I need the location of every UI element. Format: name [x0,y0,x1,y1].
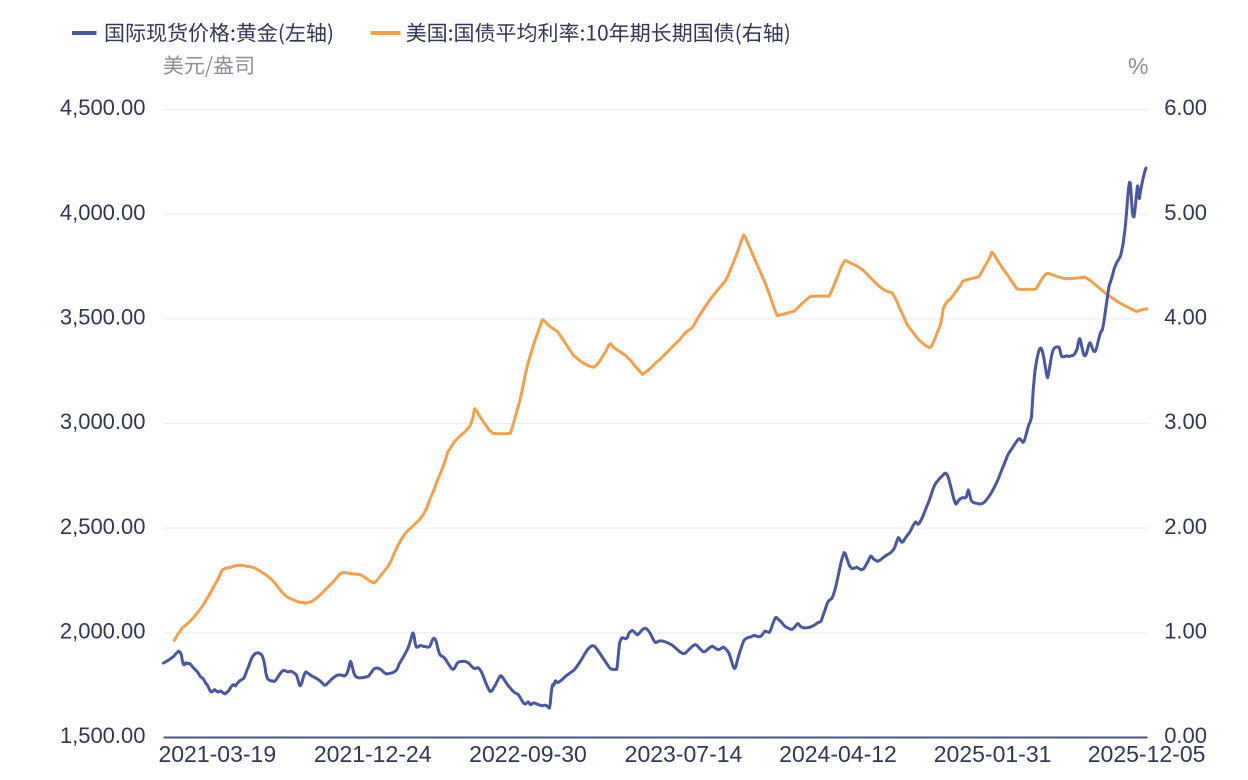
svg-text:6.00: 6.00 [1164,95,1207,120]
svg-text:3.00: 3.00 [1164,409,1207,434]
svg-text:5.00: 5.00 [1164,200,1207,225]
svg-text:1,500.00: 1,500.00 [60,723,146,748]
svg-text:2,500.00: 2,500.00 [60,514,146,539]
svg-text:2023-07-14: 2023-07-14 [625,741,743,767]
svg-text:2022-09-30: 2022-09-30 [469,741,587,767]
svg-text:2021-03-19: 2021-03-19 [158,741,276,767]
svg-text:0.00: 0.00 [1164,723,1207,748]
svg-text:2.00: 2.00 [1164,514,1207,539]
svg-text:4,000.00: 4,000.00 [60,200,146,225]
svg-text:1.00: 1.00 [1164,619,1207,644]
svg-text:2025-01-31: 2025-01-31 [934,741,1052,767]
svg-text:2021-12-24: 2021-12-24 [314,741,432,767]
svg-text:2024-04-12: 2024-04-12 [779,741,897,767]
svg-text:3,500.00: 3,500.00 [60,305,146,330]
svg-text:2,000.00: 2,000.00 [60,619,146,644]
svg-text:%: % [1128,53,1148,79]
svg-text:3,000.00: 3,000.00 [60,409,146,434]
svg-text:4,500.00: 4,500.00 [60,95,146,120]
svg-text:4.00: 4.00 [1164,305,1207,330]
svg-text:2025-12-05: 2025-12-05 [1088,741,1206,767]
